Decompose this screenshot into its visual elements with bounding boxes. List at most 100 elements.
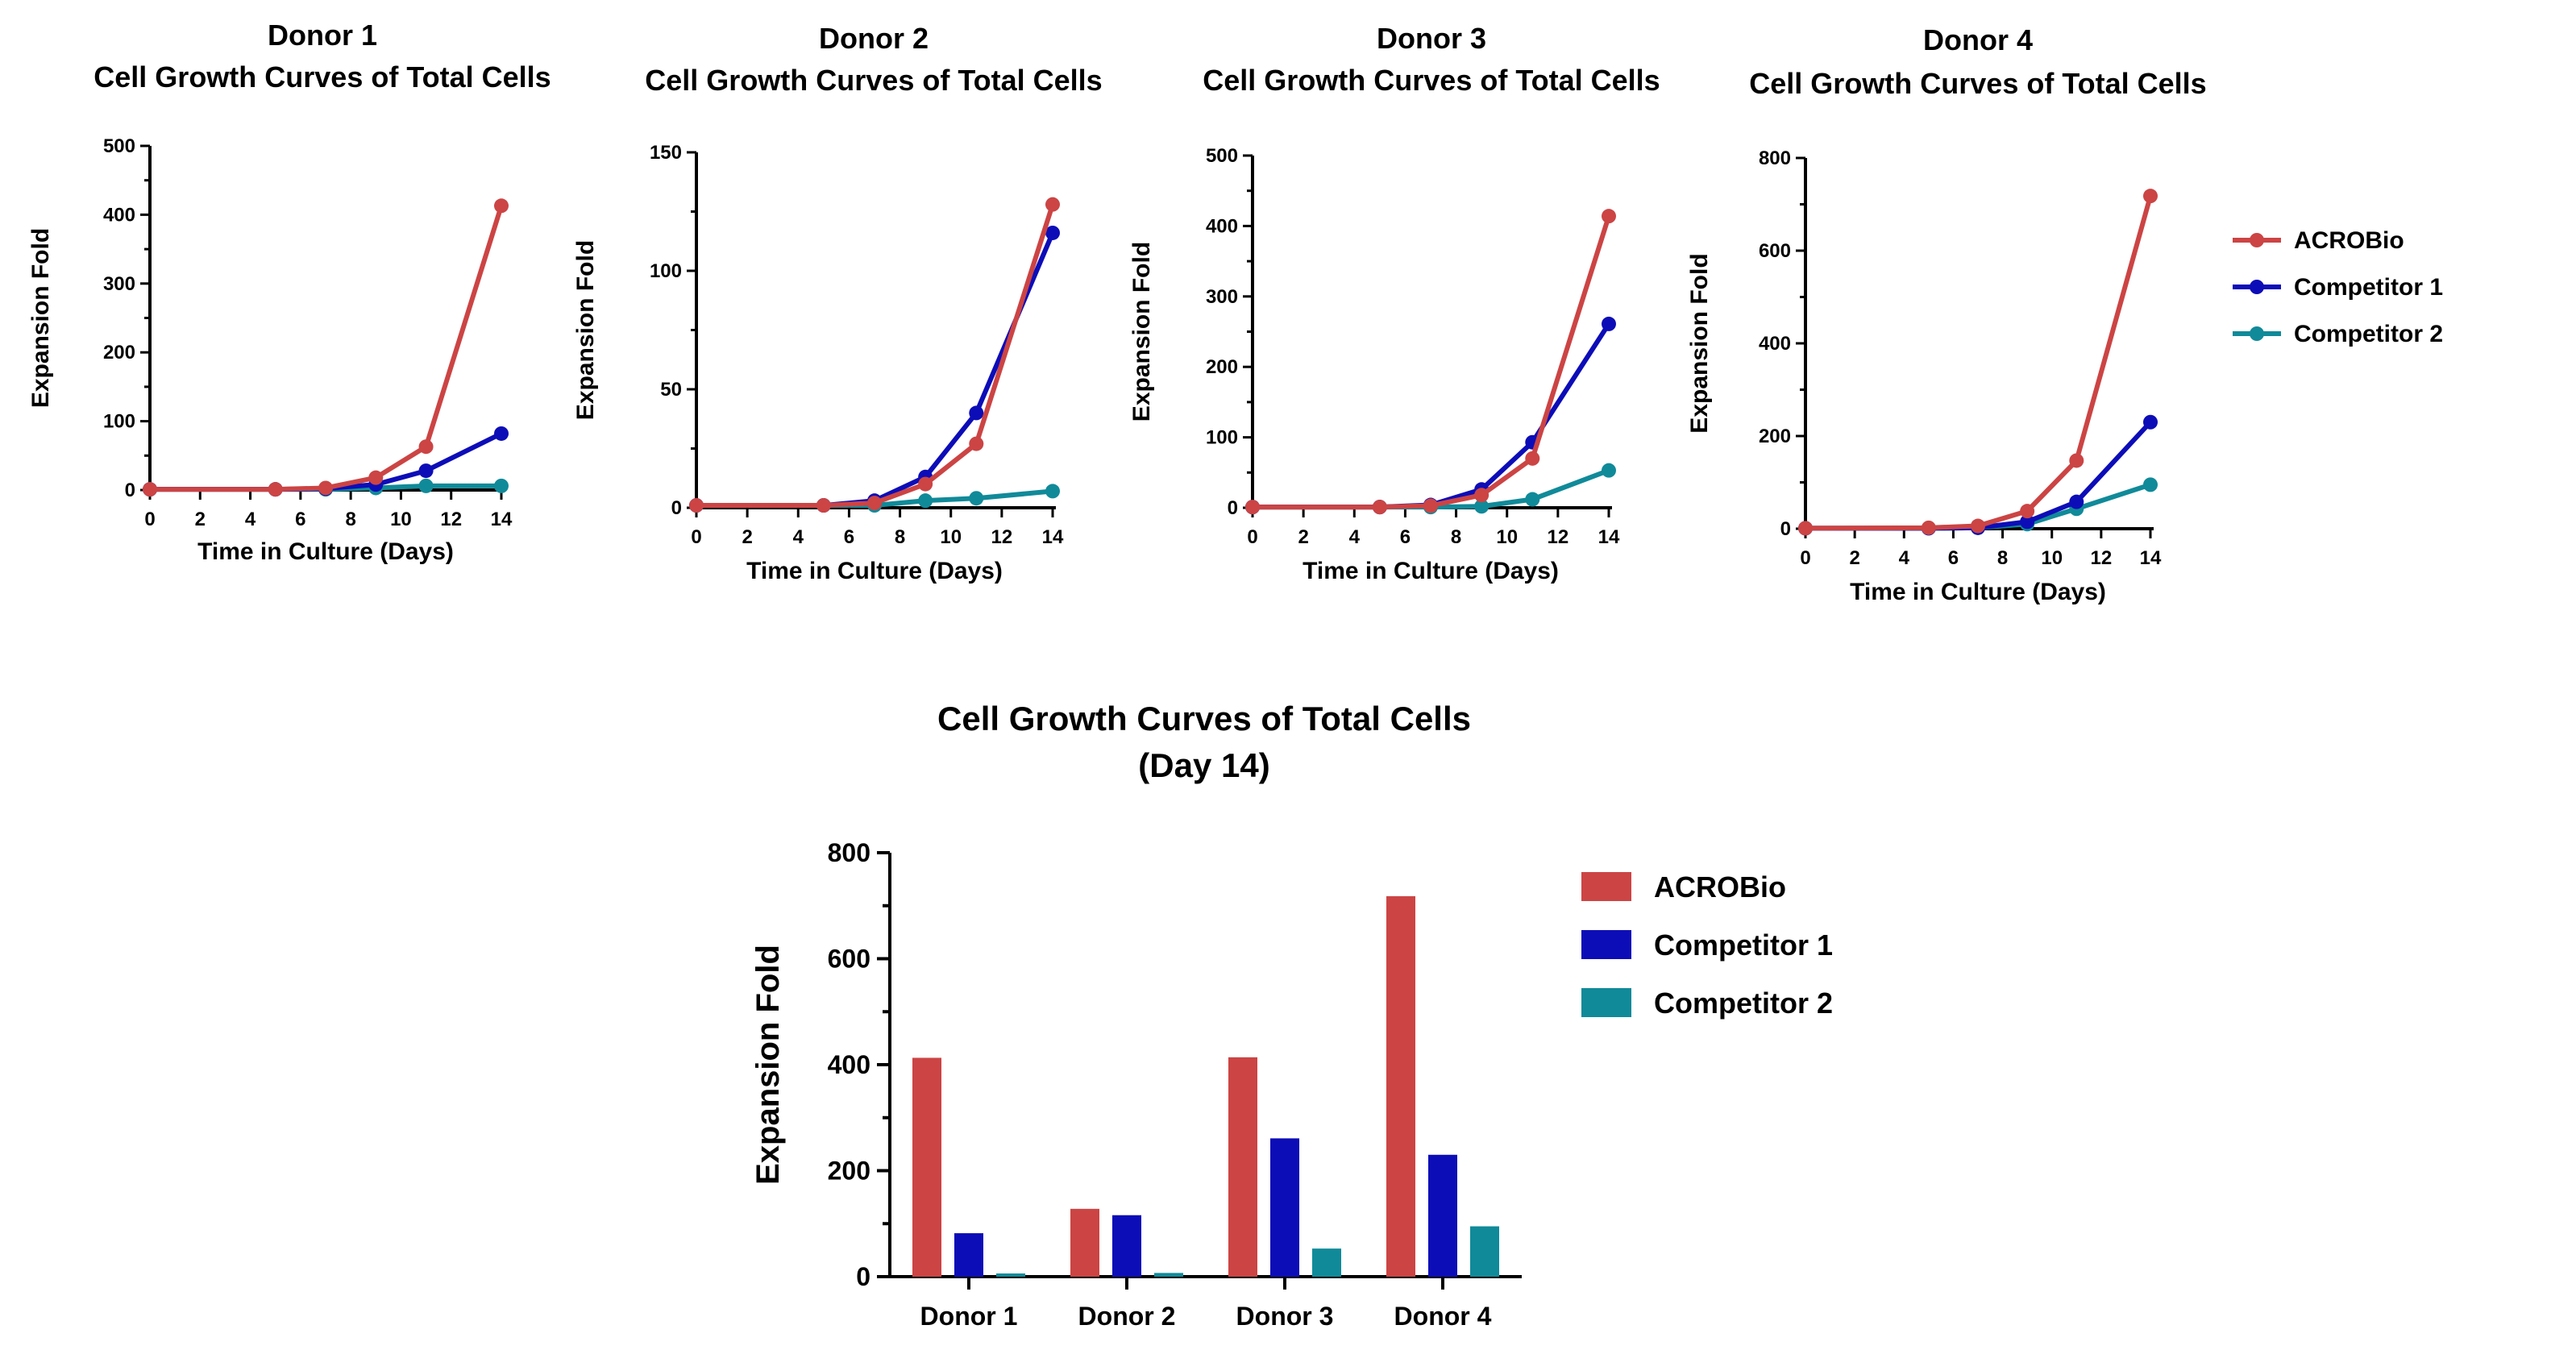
x-tick-label: Donor 2 — [1078, 1302, 1176, 1331]
x-tick-label: 2 — [1849, 547, 1859, 569]
data-point — [1602, 209, 1616, 224]
y-tick-label: 100 — [103, 411, 135, 433]
data-point — [2143, 477, 2158, 492]
data-point — [1045, 225, 1060, 240]
x-tick-label: 4 — [245, 509, 256, 530]
y-tick-label: 300 — [1206, 286, 1238, 308]
x-tick-label: 8 — [1451, 526, 1461, 548]
x-tick-label: 14 — [2140, 547, 2162, 569]
x-tick-label: Donor 1 — [920, 1302, 1018, 1331]
bar — [1312, 1248, 1341, 1277]
x-tick-label: Donor 3 — [1236, 1302, 1334, 1331]
data-point — [418, 463, 434, 479]
x-tick-label: 6 — [1400, 526, 1411, 548]
x-tick-label: 10 — [940, 526, 962, 548]
data-point — [268, 482, 283, 497]
y-axis-title: Expansion Fold — [750, 945, 786, 1185]
line-chart-4: Donor 4 Cell Growth Curves of Total Cells… — [1686, 23, 2207, 605]
bar — [1070, 1208, 1099, 1277]
legend-label: ACROBio — [2294, 227, 2404, 254]
y-axis-title: Expansion Fold — [572, 240, 599, 420]
x-tick-label: 4 — [793, 526, 804, 548]
series-line — [1805, 420, 2153, 531]
x-axis-title: Time in Culture (Days) — [197, 538, 454, 565]
x-tick-label: 12 — [2091, 547, 2113, 569]
legend-label: ACROBio — [1654, 870, 1786, 903]
bar-legend: ACROBio Competitor 1 Competitor 2 — [1581, 870, 1833, 1020]
chart-title-donor: Donor 4 — [1923, 23, 2033, 56]
y-tick-label: 600 — [1759, 240, 1791, 262]
bar — [1112, 1215, 1141, 1277]
x-tick-label: 0 — [691, 526, 701, 548]
data-point — [2143, 414, 2158, 430]
x-tick-label: 0 — [1247, 526, 1257, 548]
y-tick-label: 200 — [1206, 356, 1238, 378]
x-axis-title: Time in Culture (Days) — [1303, 558, 1559, 584]
y-tick-label: 100 — [650, 260, 682, 282]
x-tick-label: 14 — [491, 509, 513, 530]
data-point — [1921, 520, 1936, 535]
chart-title: Cell Growth Curves of Total Cells — [1749, 67, 2206, 100]
y-tick-label: 400 — [103, 204, 135, 226]
y-tick-label: 100 — [1206, 427, 1238, 449]
y-tick-label: 200 — [828, 1157, 870, 1186]
legend-label: Competitor 1 — [2294, 274, 2443, 301]
y-tick-label: 800 — [1759, 147, 1791, 169]
x-tick-label: 10 — [390, 509, 412, 530]
data-point — [1045, 197, 1060, 212]
data-point — [494, 426, 509, 441]
x-tick-label: 6 — [1948, 547, 1959, 569]
data-point — [918, 476, 933, 492]
x-tick-label: 6 — [844, 526, 854, 548]
data-point — [1474, 499, 1490, 514]
bar — [954, 1233, 983, 1277]
x-tick-label: 4 — [1349, 526, 1361, 548]
bar — [1154, 1273, 1183, 1277]
bar — [912, 1057, 941, 1277]
y-tick-label: 400 — [1206, 215, 1238, 237]
bar — [1228, 1057, 1257, 1277]
y-tick-label: 800 — [828, 838, 870, 867]
y-tick-label: 0 — [1780, 518, 1791, 540]
data-point — [2143, 189, 2158, 204]
chart-title: Cell Growth Curves of Total Cells — [93, 60, 551, 93]
x-tick-label: 10 — [1496, 526, 1518, 548]
x-tick-label: 14 — [1598, 526, 1620, 548]
y-tick-label: 400 — [828, 1050, 870, 1079]
y-tick-label: 200 — [1759, 426, 1791, 447]
x-tick-label: 0 — [1800, 547, 1810, 569]
y-tick-label: 0 — [671, 497, 682, 519]
y-tick-label: 0 — [856, 1262, 870, 1291]
x-tick-label: 12 — [1548, 526, 1569, 548]
bar-chart: Cell Growth Curves of Total Cells (Day 14… — [750, 700, 1522, 1331]
x-tick-label: 8 — [895, 526, 905, 548]
y-tick-label: 400 — [1759, 333, 1791, 355]
data-point — [1602, 316, 1616, 331]
series-line — [696, 203, 1055, 509]
data-point — [1602, 463, 1616, 478]
x-tick-label: 2 — [195, 509, 206, 530]
chart-title: Cell Growth Curves of Total Cells — [1203, 64, 1660, 97]
data-point — [918, 493, 933, 509]
data-point — [368, 470, 384, 485]
bar — [1270, 1138, 1299, 1277]
x-tick-label: 6 — [295, 509, 305, 530]
series-line — [1253, 322, 1611, 510]
y-axis-title: Expansion Fold — [1128, 242, 1155, 422]
line-legend: ACROBio Competitor 1 Competitor 2 — [2233, 227, 2443, 347]
data-point — [2020, 504, 2035, 519]
legend-marker — [2250, 280, 2264, 294]
line-chart-1: Donor 1 Cell Growth Curves of Total Cells… — [27, 19, 551, 565]
data-point — [494, 198, 509, 214]
chart-title-donor: Donor 2 — [819, 22, 929, 55]
chart-title-donor: Donor 3 — [1377, 22, 1486, 55]
data-point — [2020, 514, 2035, 530]
y-tick-label: 150 — [650, 142, 682, 164]
data-point — [418, 478, 434, 493]
legend-label: Competitor 1 — [1654, 928, 1833, 962]
legend-label: Competitor 2 — [2294, 321, 2443, 347]
y-tick-label: 300 — [103, 273, 135, 295]
y-tick-label: 500 — [103, 135, 135, 157]
legend-label: Competitor 2 — [1654, 987, 1833, 1020]
